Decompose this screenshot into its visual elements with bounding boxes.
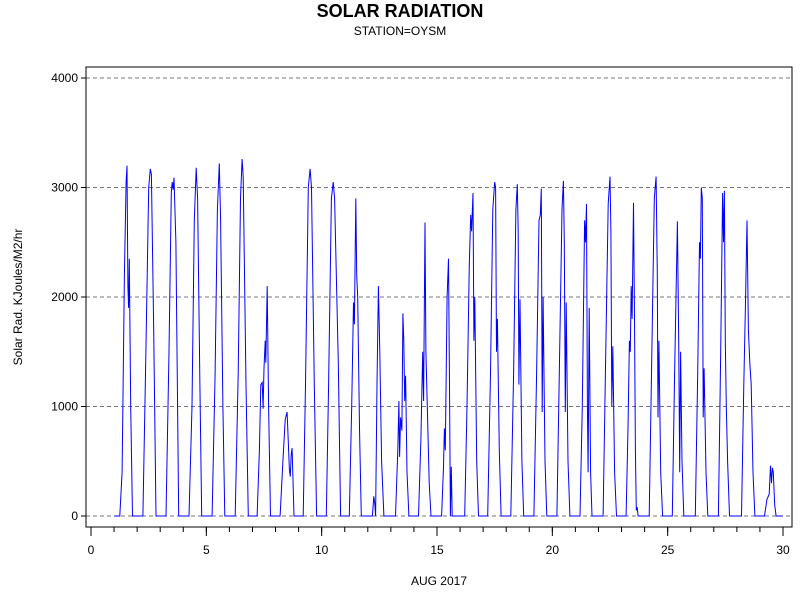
chart-subtitle: STATION=OYSM (353, 24, 447, 38)
x-tick-label: 10 (315, 543, 329, 557)
x-tick-label: 5 (203, 543, 210, 557)
x-axis: 0 5 10 15 20 25 30 (88, 527, 790, 557)
y-tick-label: 3000 (51, 181, 78, 195)
y-tick-label: 4000 (51, 71, 78, 85)
x-tick-label: 30 (776, 543, 790, 557)
y-tick-label: 0 (71, 509, 78, 523)
y-tick-label: 1000 (51, 400, 78, 414)
y-axis-label: Solar Rad. KJoules/M2/hr (11, 229, 25, 366)
x-axis-label: AUG 2017 (411, 574, 467, 588)
chart-title: SOLAR RADIATION (316, 1, 484, 21)
series-line (114, 158, 783, 517)
x-tick-label: 25 (661, 543, 675, 557)
x-tick-label: 20 (546, 543, 560, 557)
y-axis: 0 1000 2000 3000 4000 (51, 71, 86, 523)
x-tick-label: 0 (88, 543, 95, 557)
y-gridlines (86, 77, 792, 517)
y-tick-label: 2000 (51, 290, 78, 304)
x-tick-label: 15 (430, 543, 444, 557)
